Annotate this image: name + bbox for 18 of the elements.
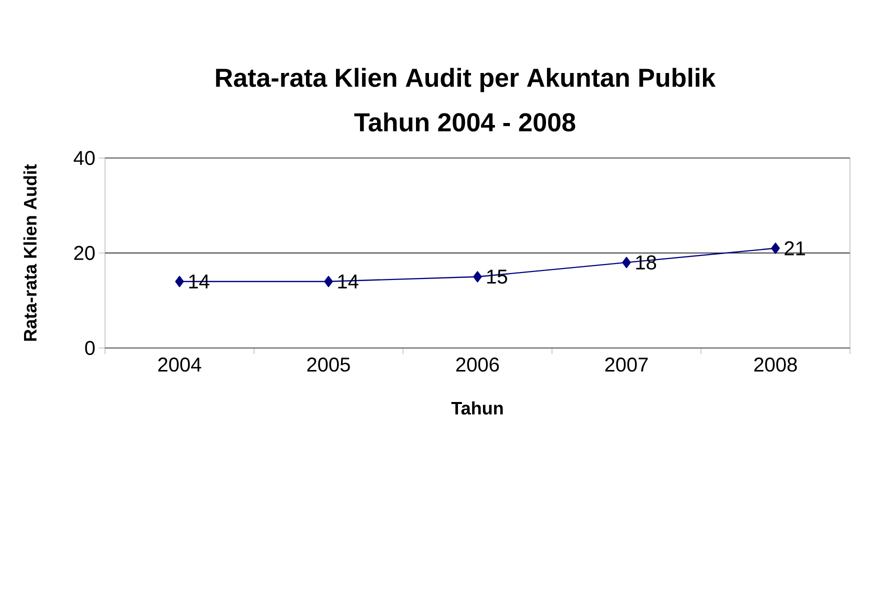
point bbox=[473, 271, 482, 282]
x-tick-label: 2007 bbox=[605, 358, 648, 372]
chart-title: Rata-rata Klien Audit per Akuntan Publik bbox=[216, 68, 716, 92]
x-tick-label: 2004 bbox=[158, 358, 202, 372]
y-axis-title: Rata-rata Klien Audit bbox=[23, 164, 37, 341]
x-tick-label: 2006 bbox=[456, 358, 499, 372]
chart-subtitle: Tahun 2004 - 2008 bbox=[354, 112, 576, 132]
point bbox=[771, 242, 780, 254]
x-axis-title: Tahun bbox=[451, 401, 503, 415]
x-tick-label: 2005 bbox=[307, 358, 350, 372]
y-tick-label: 0 bbox=[85, 340, 95, 356]
point bbox=[175, 276, 184, 288]
y-tick-label: 20 bbox=[74, 246, 95, 260]
point bbox=[622, 256, 631, 268]
point bbox=[324, 276, 333, 288]
data-label: 21 bbox=[784, 241, 805, 256]
x-tick-label: 2008 bbox=[754, 358, 797, 372]
y-tick-label: 40 bbox=[74, 150, 95, 166]
